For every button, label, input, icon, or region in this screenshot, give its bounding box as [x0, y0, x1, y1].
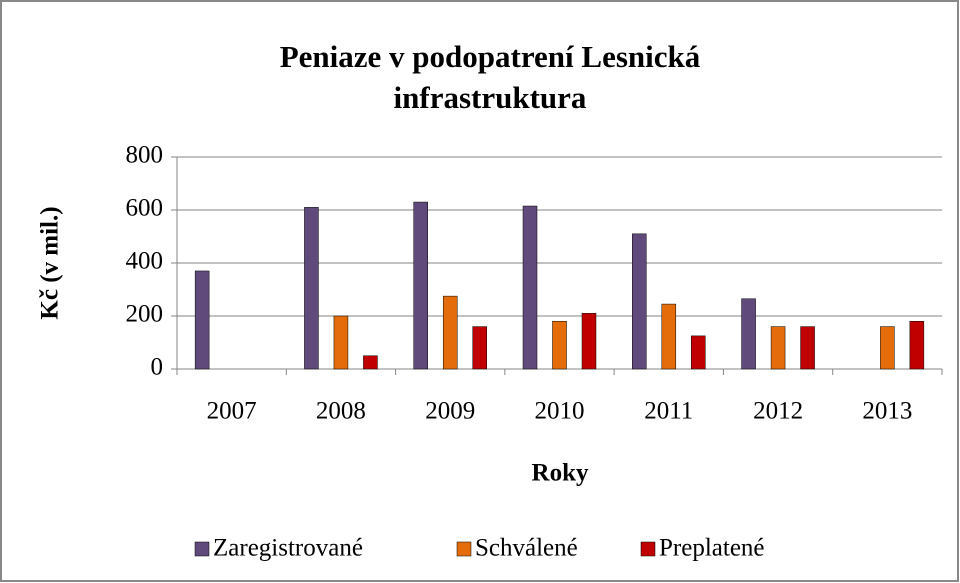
y-tick-label: 400 — [126, 248, 164, 275]
x-tick-label: 2011 — [644, 398, 693, 425]
bar — [552, 321, 567, 370]
bar — [472, 326, 487, 370]
bar — [413, 201, 428, 370]
x-axis-label: Roky — [532, 460, 589, 487]
x-tick-label: 2010 — [535, 398, 585, 425]
bar — [800, 326, 815, 370]
legend-swatch — [194, 541, 210, 557]
bar — [363, 355, 378, 370]
bar — [304, 207, 319, 370]
bar — [880, 326, 895, 370]
bar — [333, 315, 349, 370]
bar — [522, 205, 538, 370]
legend-label: Schválené — [475, 535, 578, 562]
legend-label: Zaregistrované — [213, 535, 363, 562]
y-tick-label: 200 — [126, 301, 164, 328]
x-tick-label: 2013 — [862, 398, 912, 425]
bar — [691, 335, 706, 370]
chart-title: Peniaze v podopatrení Lesnická — [280, 39, 701, 74]
x-tick-label: 2007 — [207, 398, 257, 425]
x-tick-label: 2012 — [753, 398, 803, 425]
legend-swatch — [456, 541, 472, 557]
chart-title: infrastruktura — [394, 80, 587, 115]
bar — [442, 295, 458, 370]
bar — [194, 270, 210, 370]
y-tick-label: 600 — [126, 195, 164, 222]
bar — [661, 303, 677, 370]
legend-swatch — [640, 541, 656, 557]
legend-label: Preplatené — [659, 535, 765, 562]
y-tick-label: 0 — [151, 354, 164, 381]
y-axis-label: Kč (v mil.) — [37, 206, 64, 319]
x-tick-label: 2009 — [425, 398, 475, 425]
bar — [909, 321, 925, 370]
y-tick-label: 800 — [126, 142, 164, 169]
bar — [741, 298, 756, 370]
bar — [632, 233, 647, 370]
bar — [770, 326, 786, 370]
bar — [581, 313, 597, 370]
x-tick-label: 2008 — [316, 398, 366, 425]
